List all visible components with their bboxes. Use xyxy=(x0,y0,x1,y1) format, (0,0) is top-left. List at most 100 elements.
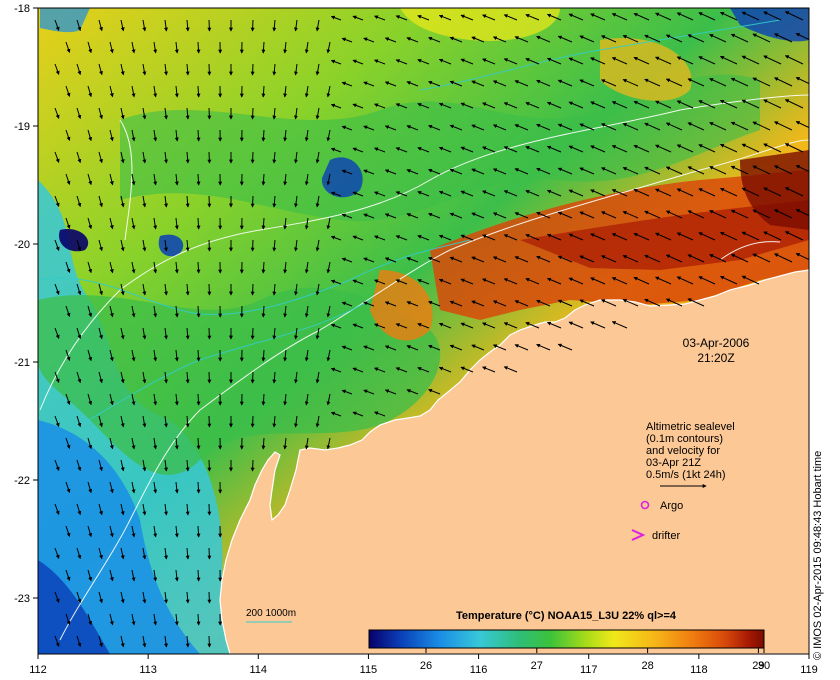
velocity-arrow xyxy=(341,301,353,307)
velocity-arrow xyxy=(622,123,639,131)
velocity-arrows xyxy=(54,11,809,648)
velocity-arrow xyxy=(283,393,288,406)
velocity-arrow xyxy=(185,239,190,252)
velocity-arrow xyxy=(611,277,628,285)
velocity-arrow xyxy=(514,80,529,87)
velocity-arrow xyxy=(719,187,738,197)
velocity-arrow xyxy=(687,34,705,43)
velocity-arrow xyxy=(752,121,771,131)
velocity-arrow xyxy=(120,635,125,648)
velocity-arrow xyxy=(438,102,452,109)
velocity-arrow xyxy=(330,59,342,65)
velocity-arrow xyxy=(120,371,125,384)
velocity-arrow xyxy=(741,231,760,241)
velocity-arrow xyxy=(730,121,749,131)
velocity-arrow xyxy=(384,257,397,263)
velocity-arrow xyxy=(676,56,694,65)
velocity-arrow xyxy=(164,415,168,428)
velocity-arrow xyxy=(622,35,639,43)
velocity-arrow xyxy=(330,191,342,197)
velocity-arrow xyxy=(460,322,474,329)
velocity-arrow xyxy=(261,217,266,230)
velocity-arrow xyxy=(174,525,179,538)
velocity-arrow xyxy=(665,166,683,175)
velocity-arrow xyxy=(611,57,628,65)
velocity-arrow xyxy=(471,80,485,87)
velocity-arrow xyxy=(330,367,342,373)
velocity-arrow xyxy=(417,191,430,197)
velocity-arrow xyxy=(482,58,496,65)
legend-line2: (0.1m contours) xyxy=(646,433,723,445)
velocity-arrow xyxy=(590,277,606,285)
velocity-arrow xyxy=(363,169,375,175)
velocity-arrow xyxy=(131,305,136,318)
velocity-arrow xyxy=(352,59,364,65)
velocity-arrow xyxy=(395,367,408,373)
velocity-arrow xyxy=(250,327,255,340)
colorbar-tick-label: 28 xyxy=(641,660,653,672)
velocity-arrow xyxy=(568,233,584,241)
velocity-arrow xyxy=(250,371,255,384)
velocity-arrow xyxy=(341,169,353,175)
velocity-arrow xyxy=(460,58,474,65)
velocity-arrow xyxy=(709,210,727,219)
velocity-arrow xyxy=(384,213,397,219)
velocity-arrow xyxy=(611,145,628,153)
velocity-arrow xyxy=(131,525,136,538)
velocity-arrow xyxy=(471,256,485,263)
velocity-arrow xyxy=(644,122,661,131)
velocity-arrow xyxy=(164,371,168,384)
velocity-arrow xyxy=(65,41,71,54)
velocity-arrow xyxy=(131,393,136,406)
velocity-arrow xyxy=(752,209,771,219)
velocity-arrow xyxy=(568,13,584,21)
velocity-arrow xyxy=(250,151,255,164)
velocity-arrow xyxy=(87,41,93,54)
velocity-arrow xyxy=(196,217,201,230)
velocity-arrow xyxy=(373,279,386,285)
velocity-arrow xyxy=(795,77,809,85)
velocity-arrow xyxy=(590,13,606,21)
velocity-arrow xyxy=(633,232,650,241)
velocity-legend: Altimetric sealevel (0.1m contours) and … xyxy=(631,421,735,542)
velocity-arrow xyxy=(417,147,430,153)
velocity-arrow xyxy=(283,129,288,142)
velocity-arrow xyxy=(65,173,71,186)
velocity-arrow xyxy=(109,393,114,406)
velocity-arrow xyxy=(363,81,375,87)
velocity-arrow xyxy=(774,77,793,87)
velocity-arrow xyxy=(546,57,562,65)
legend-line3: and velocity for xyxy=(646,445,720,457)
colorbar-tick-label: 29 xyxy=(752,660,764,672)
velocity-arrow xyxy=(174,217,179,230)
velocity-arrow xyxy=(109,129,114,142)
velocity-arrow xyxy=(492,300,507,307)
velocity-arrow xyxy=(98,547,103,560)
velocity-arrow xyxy=(153,261,158,274)
velocity-arrow xyxy=(557,255,573,263)
velocity-arrow xyxy=(326,85,331,98)
velocity-arrow xyxy=(153,437,158,450)
velocity-arrow xyxy=(795,33,809,41)
velocity-arrow xyxy=(153,41,158,54)
velocity-arrow xyxy=(87,173,93,186)
drifter-icon xyxy=(631,529,646,541)
velocity-arrow xyxy=(76,503,82,516)
velocity-arrow xyxy=(326,129,331,142)
velocity-arrow xyxy=(546,277,562,285)
velocity-arrow xyxy=(557,123,573,131)
velocity-arrow xyxy=(120,239,125,252)
velocity-arrow xyxy=(373,147,386,153)
velocity-arrow xyxy=(795,165,809,173)
velocity-arrow xyxy=(546,189,562,197)
velocity-arrow xyxy=(98,415,103,428)
velocity-arrow xyxy=(304,305,309,318)
velocity-arrow xyxy=(579,79,595,87)
velocity-arrow xyxy=(185,635,190,648)
velocity-arrow xyxy=(54,239,60,251)
velocity-arrow xyxy=(784,11,804,21)
velocity-arrow xyxy=(384,301,397,307)
velocity-arrow xyxy=(109,525,114,538)
velocity-arrow xyxy=(54,503,60,515)
velocity-arrow xyxy=(503,234,518,241)
